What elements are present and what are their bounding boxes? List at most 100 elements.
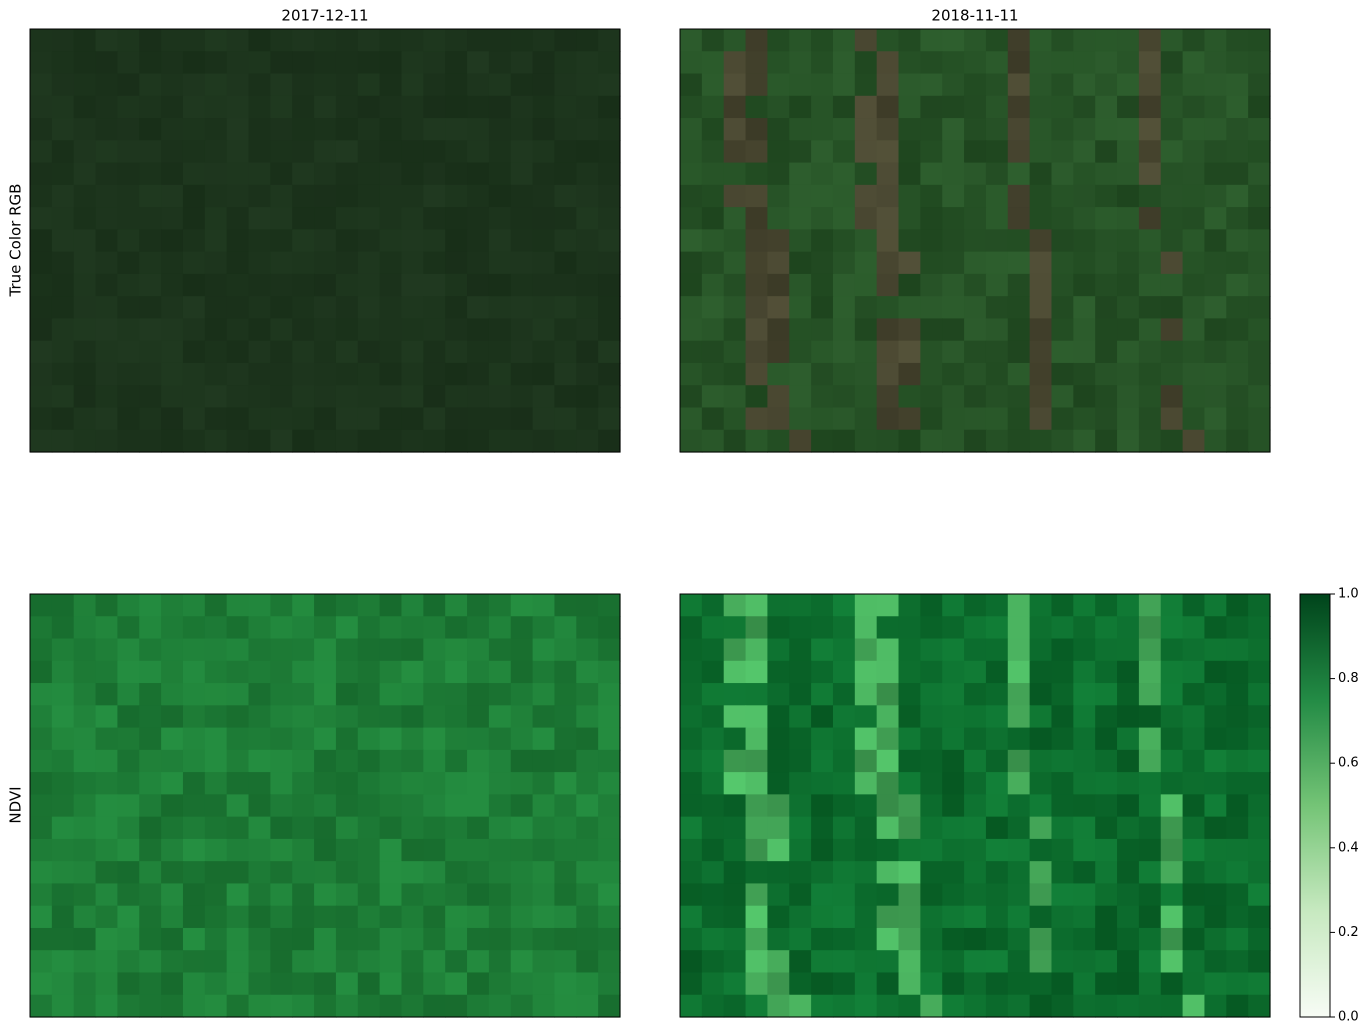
pixel: [532, 29, 556, 52]
pixel: [1095, 140, 1118, 164]
pixel: [335, 29, 359, 52]
pixel: [576, 816, 599, 840]
pixel: [445, 51, 468, 75]
pixel: [423, 296, 446, 320]
pixel: [270, 229, 293, 253]
pixel: [95, 296, 119, 320]
pixel: [270, 883, 293, 907]
pixel: [1051, 861, 1074, 885]
pixel: [876, 429, 900, 453]
pixel: [423, 407, 446, 431]
pixel: [1117, 794, 1140, 818]
pixel: [1073, 950, 1096, 974]
pixel: [576, 927, 599, 951]
pixel: [898, 950, 921, 974]
pixel: [51, 638, 75, 662]
pixel: [1095, 95, 1118, 119]
pixel: [95, 927, 119, 951]
pixel: [1182, 29, 1206, 52]
pixel: [1051, 972, 1074, 996]
pixel: [1182, 362, 1206, 386]
pixel: [95, 749, 119, 773]
pixel: [854, 318, 878, 342]
pixel: [985, 927, 1009, 951]
pixel: [701, 950, 725, 974]
pixel: [1029, 994, 1053, 1018]
pixel: [767, 727, 790, 751]
pixel: [95, 340, 119, 364]
pixel: [576, 950, 599, 974]
pixel: [182, 162, 206, 186]
pixel: [1095, 972, 1118, 996]
pixel: [1138, 861, 1162, 885]
pixel: [510, 794, 534, 818]
pixel: [876, 816, 900, 840]
pixel: [182, 927, 206, 951]
pixel: [335, 140, 359, 164]
pixel: [182, 705, 206, 729]
pixel: [1182, 772, 1206, 795]
pixel: [270, 705, 293, 729]
pixel: [1182, 273, 1206, 297]
pixel: [598, 51, 621, 75]
pixel: [51, 772, 75, 795]
pixel: [357, 861, 381, 885]
pixel: [1117, 972, 1140, 996]
pixel: [1160, 162, 1184, 186]
pixel: [73, 296, 97, 320]
pixel: [117, 772, 140, 795]
pixel: [701, 816, 725, 840]
pixel: [1204, 772, 1227, 795]
pixel: [95, 616, 119, 640]
pixel: [488, 251, 512, 275]
pixel: [248, 340, 271, 364]
pixel: [1051, 705, 1074, 729]
pixel: [467, 362, 490, 386]
pixel: [898, 385, 921, 409]
pixel: [1204, 73, 1227, 97]
pixel: [30, 638, 53, 662]
pixel: [745, 229, 769, 253]
pixel: [1007, 429, 1031, 453]
pixel: [964, 927, 987, 951]
pixel: [248, 407, 271, 431]
pixel: [789, 594, 812, 617]
pixel: [1160, 429, 1184, 453]
pixel: [292, 184, 315, 208]
pixel: [357, 994, 381, 1018]
pixel: [745, 73, 769, 97]
pixel: [204, 705, 228, 729]
pixel: [767, 296, 790, 320]
pixel: [832, 994, 856, 1018]
pixel: [1160, 95, 1184, 119]
pixel: [1226, 407, 1249, 431]
pixel: [30, 140, 53, 164]
pixel: [1051, 140, 1074, 164]
pixel: [139, 905, 162, 929]
pixel: [532, 296, 556, 320]
pixel: [1226, 883, 1249, 907]
pixel: [423, 162, 446, 186]
pixel: [942, 994, 965, 1018]
pixel: [985, 727, 1009, 751]
pixel: [767, 118, 790, 141]
pixel: [1073, 318, 1096, 342]
pixel: [532, 95, 556, 119]
pixel: [789, 251, 812, 275]
pixel: [598, 816, 621, 840]
pixel: [598, 683, 621, 706]
pixel: [51, 861, 75, 885]
pixel: [767, 51, 790, 75]
pixel: [723, 994, 747, 1018]
pixel: [898, 273, 921, 297]
pixel: [532, 385, 556, 409]
pixel: [1204, 296, 1227, 320]
pixel: [576, 705, 599, 729]
pixel: [745, 727, 769, 751]
pixel: [1117, 184, 1140, 208]
pixel: [532, 51, 556, 75]
pixel: [1007, 340, 1031, 364]
pixel: [532, 184, 556, 208]
pixel: [1117, 816, 1140, 840]
pixel: [401, 207, 424, 230]
